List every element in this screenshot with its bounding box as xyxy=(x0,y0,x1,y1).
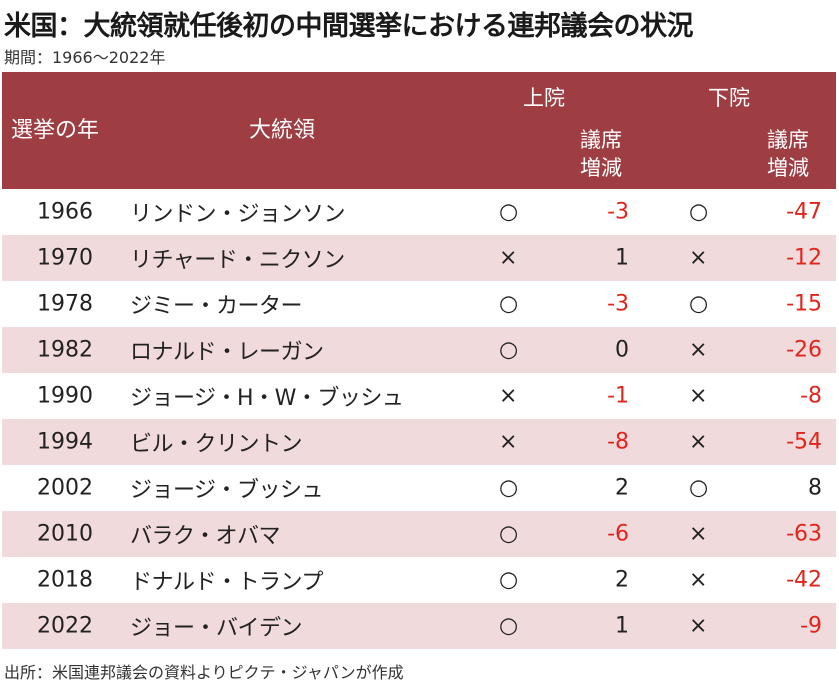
cell-senate-change: -3 xyxy=(607,291,629,317)
cell-year: 1994 xyxy=(37,429,93,455)
cell-year: 1970 xyxy=(37,245,93,271)
cell-senate-mark: ○ xyxy=(499,337,519,363)
cell-year: 1990 xyxy=(37,383,93,409)
cell-president: バラク・オバマ xyxy=(130,524,281,549)
cell-house-mark: ○ xyxy=(689,291,709,317)
page-subtitle: 期間：1966～2022年 xyxy=(4,48,166,67)
cell-house-mark: × xyxy=(689,429,708,455)
cell-president: リチャード・ニクソン xyxy=(130,248,345,273)
table-row: 2002 ジョージ・ブッシュ ○ 2 ○ 8 xyxy=(2,465,836,511)
cell-house-change: -15 xyxy=(786,291,822,317)
table-header: 選挙の年 大統領 上院 下院 議席 増減 議席 増減 xyxy=(2,72,836,189)
cell-president: ロナルド・レーガン xyxy=(130,340,324,365)
cell-senate-change: -6 xyxy=(607,521,629,547)
table-row: 2018 ドナルド・トランプ ○ 2 × -42 xyxy=(2,557,836,603)
cell-house-mark: × xyxy=(689,567,708,593)
table-body: 1966 リンドン・ジョンソン ○ -3 ○ -47 1970 リチャード・ニクソン × 1 × -1… xyxy=(2,189,836,649)
cell-senate-change: -3 xyxy=(607,199,629,225)
cell-senate-mark: ○ xyxy=(499,613,519,639)
table-row: 1978 ジミー・カーター ○ -3 ○ -15 xyxy=(2,281,836,327)
header-president: 大統領 xyxy=(249,118,316,143)
cell-house-mark: × xyxy=(689,383,708,409)
cell-year: 1978 xyxy=(37,291,93,317)
header-senate: 上院 xyxy=(523,86,565,110)
cell-year: 2018 xyxy=(37,567,93,593)
cell-president: ジョージ・H・W・ブッシュ xyxy=(130,386,404,411)
cell-senate-mark: × xyxy=(499,245,518,271)
cell-house-change: -63 xyxy=(786,521,822,547)
table-row: 2022 ジョー・バイデン ○ 1 × -9 xyxy=(2,603,836,649)
cell-president: ビル・クリントン xyxy=(130,432,303,457)
header-house: 下院 xyxy=(708,86,750,110)
cell-senate-change: -8 xyxy=(607,429,629,455)
table-row: 2010 バラク・オバマ ○ -6 × -63 xyxy=(2,511,836,557)
cell-house-mark: ○ xyxy=(689,475,709,501)
cell-year: 1966 xyxy=(37,199,93,225)
cell-senate-mark: ○ xyxy=(499,475,519,501)
cell-house-mark: ○ xyxy=(689,199,709,225)
cell-year: 1982 xyxy=(37,337,93,363)
cell-senate-change: 2 xyxy=(615,567,629,593)
table-row: 1966 リンドン・ジョンソン ○ -3 ○ -47 xyxy=(2,189,836,235)
cell-house-change: -8 xyxy=(800,383,822,409)
cell-house-change: -26 xyxy=(786,337,822,363)
cell-senate-change: 0 xyxy=(615,337,629,363)
table-row: 1994 ビル・クリントン × -8 × -54 xyxy=(2,419,836,465)
cell-house-mark: × xyxy=(689,521,708,547)
cell-senate-mark: × xyxy=(499,383,518,409)
cell-house-change: -12 xyxy=(786,245,822,271)
cell-house-mark: × xyxy=(689,613,708,639)
cell-house-change: -9 xyxy=(800,613,822,639)
table-row: 1970 リチャード・ニクソン × 1 × -12 xyxy=(2,235,836,281)
header-year: 選挙の年 xyxy=(11,118,100,143)
cell-senate-mark: ○ xyxy=(499,567,519,593)
cell-senate-change: 2 xyxy=(615,475,629,501)
cell-senate-change: -1 xyxy=(607,383,629,409)
header-house-seat-change: 議席 増減 xyxy=(767,128,809,180)
cell-president: リンドン・ジョンソン xyxy=(130,202,346,227)
cell-house-change: -54 xyxy=(786,429,822,455)
cell-year: 2022 xyxy=(37,613,93,639)
cell-president: ドナルド・トランプ xyxy=(130,570,323,595)
cell-president: ジョー・バイデン xyxy=(130,616,303,641)
cell-senate-mark: × xyxy=(499,429,518,455)
page-title: 米国：大統領就任後初の中間選挙における連邦議会の状況 xyxy=(4,11,694,42)
cell-senate-mark: ○ xyxy=(499,291,519,317)
cell-senate-mark: ○ xyxy=(499,521,519,547)
cell-house-mark: × xyxy=(689,337,708,363)
cell-house-change: -47 xyxy=(786,199,822,225)
cell-house-change: 8 xyxy=(808,475,822,501)
cell-house-change: -42 xyxy=(786,567,822,593)
source-note: 出所：米国連邦議会の資料よりピクテ・ジャパンが作成 xyxy=(4,663,404,682)
cell-senate-mark: ○ xyxy=(499,199,519,225)
cell-president: ジミー・カーター xyxy=(130,294,303,319)
cell-president: ジョージ・ブッシュ xyxy=(130,478,324,503)
cell-year: 2002 xyxy=(37,475,93,501)
cell-senate-change: 1 xyxy=(615,613,629,639)
table-row: 1982 ロナルド・レーガン ○ 0 × -26 xyxy=(2,327,836,373)
cell-house-mark: × xyxy=(689,245,708,271)
header-senate-seat-change: 議席 増減 xyxy=(580,128,622,180)
cell-year: 2010 xyxy=(37,521,93,547)
table-row: 1990 ジョージ・H・W・ブッシュ × -1 × -8 xyxy=(2,373,836,419)
cell-senate-change: 1 xyxy=(615,245,629,271)
